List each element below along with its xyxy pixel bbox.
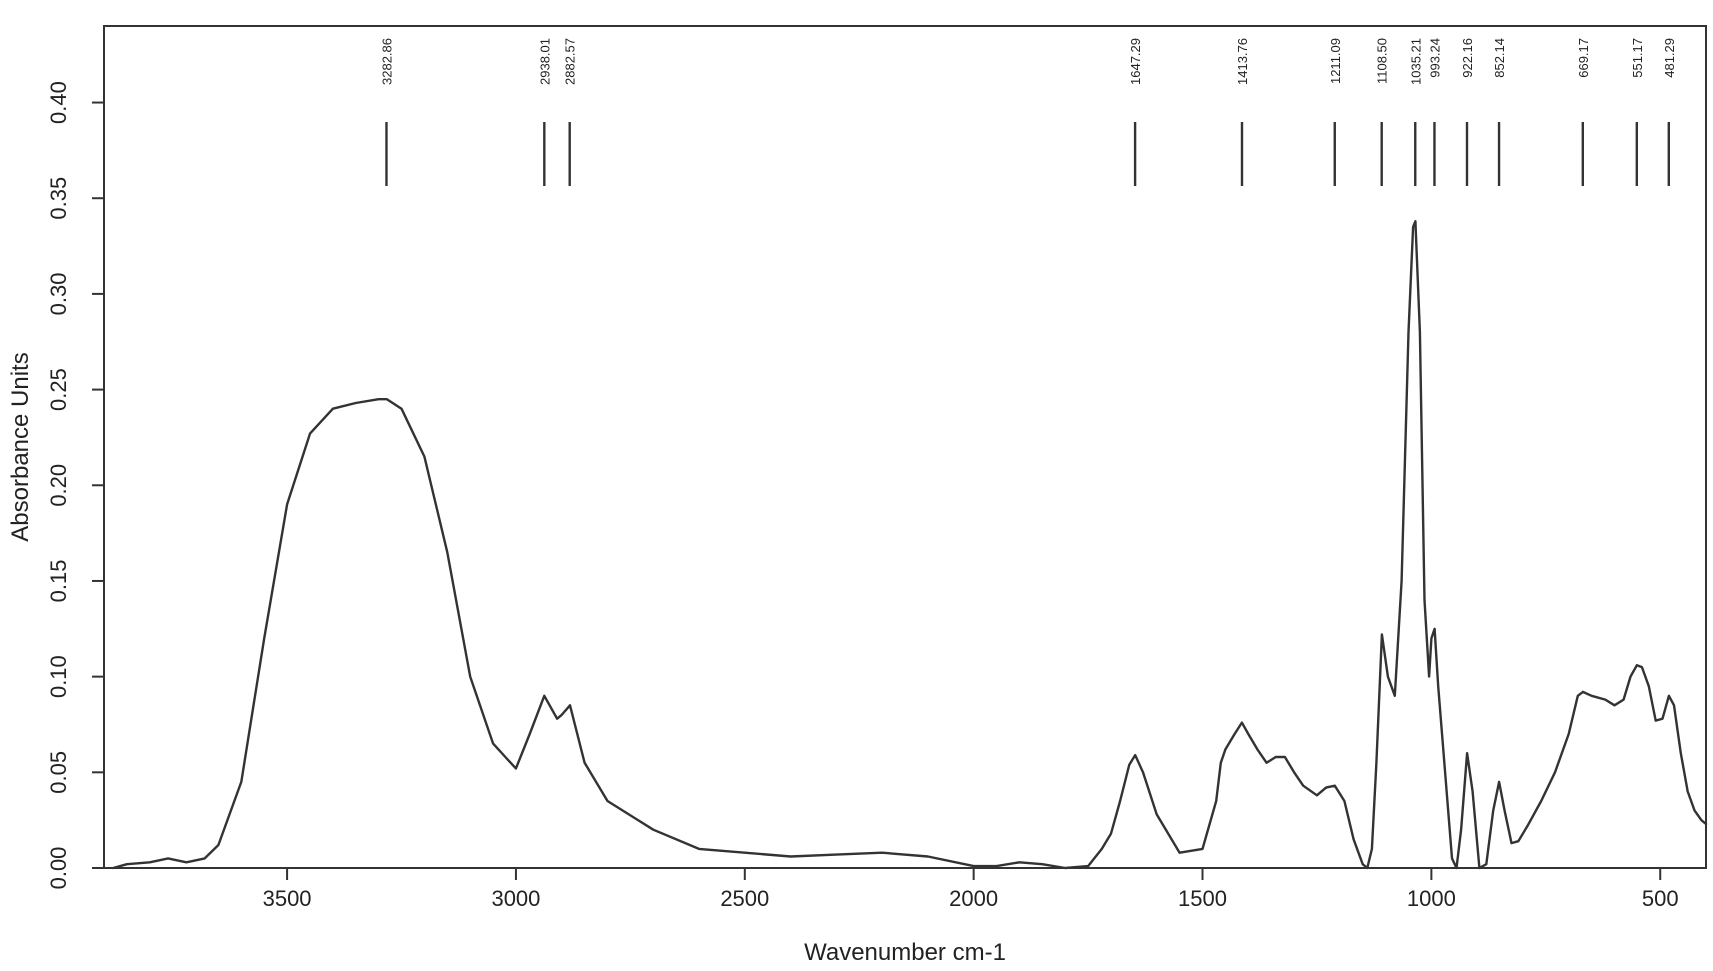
y-tick-label: 0.10 (46, 655, 71, 698)
peak-label: 1035.21 (1408, 38, 1423, 85)
peak-label: 2882.57 (563, 38, 578, 85)
spectrum-line (112, 220, 1708, 870)
peak-label: 669.17 (1576, 38, 1591, 78)
peak-label: 1211.09 (1328, 38, 1343, 84)
y-tick-label: 0.35 (46, 177, 71, 220)
y-tick-label: 0.00 (46, 847, 71, 890)
peak-label: 2938.01 (537, 38, 552, 85)
peak-label: 1108.50 (1375, 38, 1390, 84)
peak-label: 551.17 (1630, 38, 1645, 78)
peak-label: 3282.86 (379, 38, 394, 85)
peak-label: 1647.29 (1128, 38, 1143, 85)
y-tick-label: 0.05 (46, 751, 71, 794)
peak-markers: 3282.86 2938.01 2882.57 1647.29 1413.76 1211.… (379, 38, 1677, 186)
x-tick-label: 3000 (491, 886, 540, 911)
x-tick-label: 2500 (720, 886, 769, 911)
y-tick-label: 0.25 (46, 368, 71, 411)
y-axis-title: Absorbance Units (7, 352, 34, 541)
peak-label: 852.14 (1492, 38, 1507, 78)
x-tick-label: 1500 (1178, 886, 1227, 911)
y-tick-label: 0.15 (46, 560, 71, 603)
plot-frame (103, 25, 1707, 869)
peak-label: 993.24 (1427, 38, 1442, 78)
peak-label: 922.16 (1460, 38, 1475, 78)
x-axis-title: Wavenumber cm-1 (804, 939, 1006, 966)
y-tick-label: 0.20 (46, 464, 71, 507)
y-tick-label: 0.30 (46, 272, 71, 315)
x-tick-label: 500 (1642, 886, 1679, 911)
y-axis: 0.00 0.05 0.10 0.15 0.20 0.25 0.30 0.35 0.40 (46, 81, 104, 889)
peak-label: 481.29 (1662, 38, 1677, 78)
peak-label: 1413.76 (1235, 38, 1250, 85)
x-axis: 3500 3000 2500 2000 1500 1000 500 (263, 868, 1679, 911)
x-tick-label: 2000 (949, 886, 998, 911)
x-tick-label: 1000 (1407, 886, 1456, 911)
x-tick-label: 3500 (263, 886, 312, 911)
y-tick-label: 0.40 (46, 81, 71, 124)
